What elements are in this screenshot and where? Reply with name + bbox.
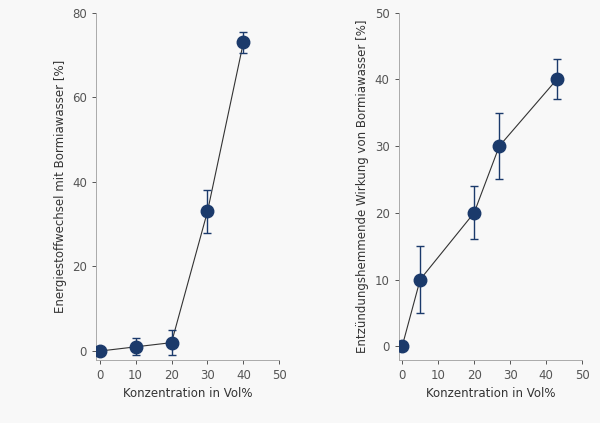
Point [203,208,212,215]
Point [167,339,176,346]
Point [397,343,407,349]
Point [131,343,140,350]
Y-axis label: Entzündungshemmende Wirkung von Bormiawasser [%]: Entzündungshemmende Wirkung von Bormiawa… [356,19,369,353]
Point [494,143,504,149]
Point [415,276,425,283]
X-axis label: Konzentration in Vol%: Konzentration in Vol% [425,387,555,400]
Y-axis label: Energiestoffwechsel mit Bormiawasser [%]: Energiestoffwechsel mit Bormiawasser [%] [53,60,67,313]
Point [95,348,104,354]
Point [469,209,479,216]
Point [552,76,562,83]
Point [239,39,248,46]
X-axis label: Konzentration in Vol%: Konzentration in Vol% [123,387,253,400]
